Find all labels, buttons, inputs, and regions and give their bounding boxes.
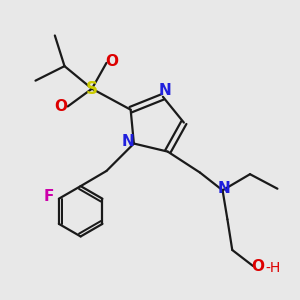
Text: -H: -H xyxy=(265,261,280,275)
Text: N: N xyxy=(158,83,171,98)
Text: N: N xyxy=(218,181,231,196)
Text: S: S xyxy=(86,80,98,98)
Text: O: O xyxy=(54,99,67,114)
Text: O: O xyxy=(105,54,118,69)
Text: O: O xyxy=(251,259,264,274)
Text: N: N xyxy=(122,134,134,149)
Text: F: F xyxy=(44,189,54,204)
